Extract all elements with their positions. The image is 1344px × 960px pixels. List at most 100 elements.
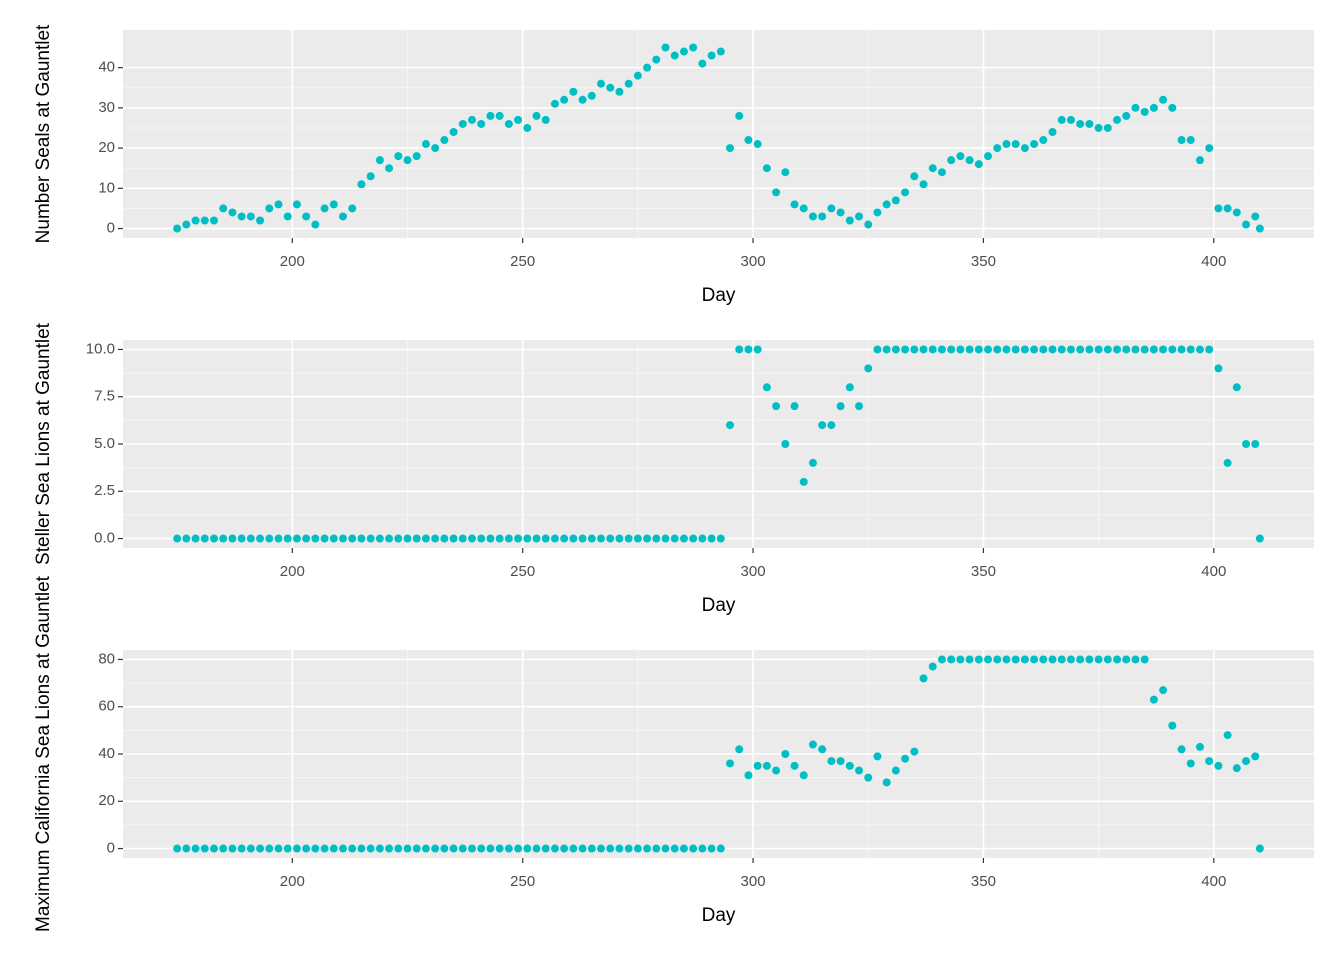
point — [283, 212, 292, 221]
point — [1255, 224, 1264, 233]
point — [1186, 345, 1195, 354]
point — [864, 364, 873, 373]
y-tick-label: 20 — [98, 792, 115, 809]
point — [541, 115, 550, 124]
point — [440, 534, 449, 543]
point — [1122, 111, 1131, 120]
x-tick-label: 350 — [971, 253, 996, 270]
point — [412, 152, 421, 161]
point — [928, 662, 937, 671]
point — [597, 844, 606, 853]
point — [209, 534, 218, 543]
point — [458, 844, 467, 853]
point — [836, 402, 845, 411]
point — [965, 655, 974, 664]
point — [274, 534, 283, 543]
point — [1002, 655, 1011, 664]
point — [726, 759, 735, 768]
point — [744, 771, 753, 780]
point — [615, 87, 624, 96]
point — [974, 345, 983, 354]
point — [1085, 119, 1094, 128]
point — [550, 534, 559, 543]
point — [855, 212, 864, 221]
point — [1094, 345, 1103, 354]
point — [633, 71, 642, 80]
x-tick-label: 200 — [280, 563, 305, 580]
point — [265, 844, 274, 853]
point — [1066, 345, 1075, 354]
point — [670, 51, 679, 60]
y-tick-label: 40 — [98, 745, 115, 762]
point — [569, 844, 578, 853]
point — [412, 844, 421, 853]
point — [265, 534, 274, 543]
point — [753, 345, 762, 354]
point — [578, 95, 587, 104]
point — [1057, 345, 1066, 354]
x-axis-title: Day — [702, 285, 736, 306]
point — [1214, 364, 1223, 373]
point — [1195, 156, 1204, 165]
point — [228, 208, 237, 217]
point — [1186, 759, 1195, 768]
point — [1168, 721, 1177, 730]
point — [845, 216, 854, 225]
y-tick-label: 60 — [98, 698, 115, 715]
point — [228, 844, 237, 853]
point — [1205, 757, 1214, 766]
point — [468, 115, 477, 124]
x-tick-label: 200 — [280, 253, 305, 270]
point — [339, 844, 348, 853]
point — [799, 771, 808, 780]
point — [1131, 103, 1140, 112]
point — [394, 152, 403, 161]
point — [283, 534, 292, 543]
point — [431, 144, 440, 153]
point — [550, 844, 559, 853]
point — [855, 766, 864, 775]
point — [1039, 136, 1048, 145]
point — [947, 156, 956, 165]
y-tick-label: 30 — [98, 99, 115, 116]
point — [191, 844, 200, 853]
point — [633, 534, 642, 543]
point — [320, 844, 329, 853]
point — [735, 111, 744, 120]
point — [606, 534, 615, 543]
point — [486, 534, 495, 543]
point — [532, 111, 541, 120]
point — [827, 204, 836, 213]
y-tick-label: 20 — [98, 139, 115, 156]
point — [1066, 115, 1075, 124]
point — [606, 844, 615, 853]
point — [919, 180, 928, 189]
point — [882, 200, 891, 209]
point — [799, 204, 808, 213]
point — [1020, 345, 1029, 354]
point — [1140, 345, 1149, 354]
point — [191, 534, 200, 543]
x-tick-label: 250 — [510, 253, 535, 270]
point — [1113, 655, 1122, 664]
point — [246, 534, 255, 543]
point — [735, 345, 744, 354]
point — [468, 534, 477, 543]
point — [1214, 204, 1223, 213]
point — [937, 168, 946, 177]
point — [827, 757, 836, 766]
point — [1103, 655, 1112, 664]
point — [1030, 655, 1039, 664]
point — [965, 345, 974, 354]
point — [606, 83, 615, 92]
point — [228, 534, 237, 543]
point — [818, 212, 827, 221]
point — [394, 534, 403, 543]
point — [891, 196, 900, 205]
point — [348, 534, 357, 543]
point — [403, 844, 412, 853]
point — [974, 655, 983, 664]
point — [818, 745, 827, 754]
point — [1020, 655, 1029, 664]
point — [790, 200, 799, 209]
